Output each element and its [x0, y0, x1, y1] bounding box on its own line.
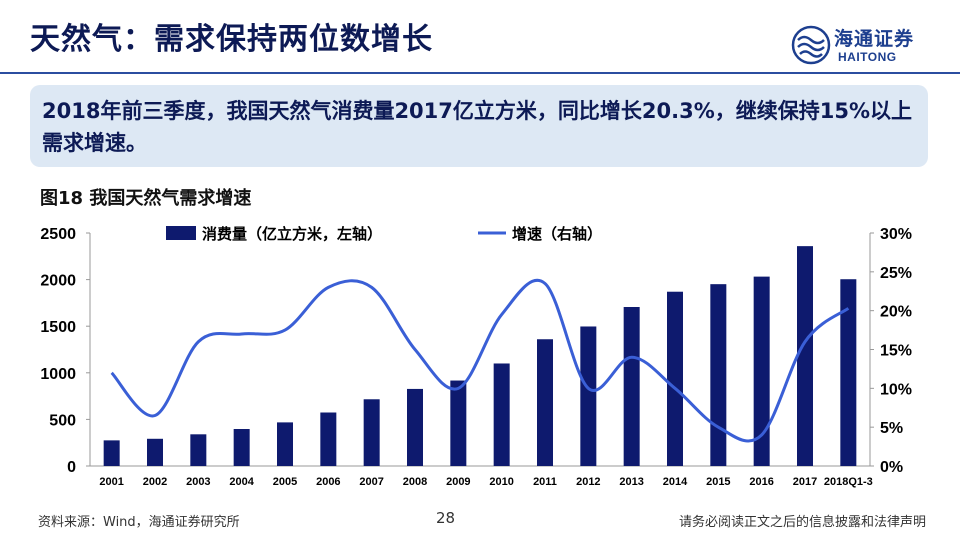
legend-line-label: 增速（右轴） [512, 225, 602, 243]
disclaimer: 请务必阅读正文之后的信息披露和法律声明 [678, 515, 926, 530]
x-tick-label: 2013 [619, 476, 643, 488]
consumption-bar [407, 388, 423, 466]
left-tick-label: 1500 [40, 319, 76, 336]
page-title: 天然气：需求保持两位数增长 [30, 22, 433, 57]
x-tick-label: 2008 [403, 476, 427, 488]
x-tick-label: 2017 [793, 476, 817, 488]
haitong-emblem-icon [791, 25, 831, 65]
page-number: 28 [436, 509, 456, 527]
left-tick-label: 0 [67, 459, 76, 476]
x-tick-label: 2015 [706, 476, 730, 488]
key-finding-callout: 2018年前三季度，我国天然气消费量2017亿立方米，同比增长20.3%，继续保… [30, 85, 928, 167]
left-tick-label: 2500 [40, 226, 76, 243]
right-tick-label: 10% [880, 381, 912, 398]
consumption-bar [190, 434, 207, 466]
consumption-bar [277, 422, 293, 466]
x-tick-label: 2010 [489, 476, 513, 488]
x-tick-label: 2005 [273, 476, 297, 488]
growth-rate-line [110, 278, 850, 443]
consumption-bar [623, 307, 640, 466]
consumption-bar [537, 339, 553, 466]
consumption-bar [233, 428, 250, 466]
consumption-bar [840, 279, 857, 466]
right-tick-label: 0% [880, 459, 903, 476]
x-tick-label: 2006 [316, 476, 340, 488]
consumption-bar [797, 246, 813, 466]
consumption-bar [493, 363, 510, 466]
x-tick-label: 2014 [663, 476, 688, 488]
consumption-bar [147, 438, 163, 466]
x-tick-label: 2003 [186, 476, 210, 488]
logo-name-en: HAITONG [838, 50, 897, 64]
legend-bar-swatch [166, 226, 196, 240]
x-tick-label: 2009 [446, 476, 470, 488]
x-tick-label: 2018Q1-3 [824, 476, 873, 488]
left-tick-label: 1000 [40, 366, 76, 383]
x-tick-label: 2002 [143, 476, 167, 488]
consumption-bar [753, 276, 770, 466]
consumption-bar [580, 326, 597, 466]
consumption-bar [450, 380, 467, 466]
figure-caption: 图18 我国天然气需求增速 [40, 188, 252, 209]
consumption-bar [710, 284, 727, 466]
legend-bar-label: 消费量（亿立方米，左轴） [202, 225, 382, 243]
x-tick-label: 2012 [576, 476, 600, 488]
consumption-bar [320, 412, 337, 466]
right-tick-label: 20% [880, 304, 912, 321]
callout-text: 2018年前三季度，我国天然气消费量2017亿立方米，同比增长20.3%，继续保… [42, 99, 913, 155]
logo-name-cn: 海通证券 [834, 28, 915, 50]
right-tick-label: 15% [880, 343, 912, 360]
right-tick-label: 30% [880, 226, 912, 243]
consumption-bar [363, 399, 380, 466]
consumption-bar [667, 291, 683, 466]
x-tick-label: 2011 [533, 476, 557, 488]
left-tick-label: 500 [49, 412, 76, 429]
x-tick-label: 2004 [229, 476, 254, 488]
x-tick-label: 2007 [359, 476, 383, 488]
consumption-bar [103, 440, 120, 466]
source-note: 资料来源：Wind，海通证券研究所 [38, 515, 240, 530]
title-divider [0, 72, 960, 74]
x-tick-label: 2016 [749, 476, 773, 488]
left-tick-label: 2000 [40, 273, 76, 290]
x-tick-label: 2001 [99, 476, 123, 488]
right-tick-label: 5% [880, 420, 903, 437]
haitong-logo: 海通证券 HAITONG [790, 22, 940, 68]
right-tick-label: 25% [880, 265, 912, 282]
